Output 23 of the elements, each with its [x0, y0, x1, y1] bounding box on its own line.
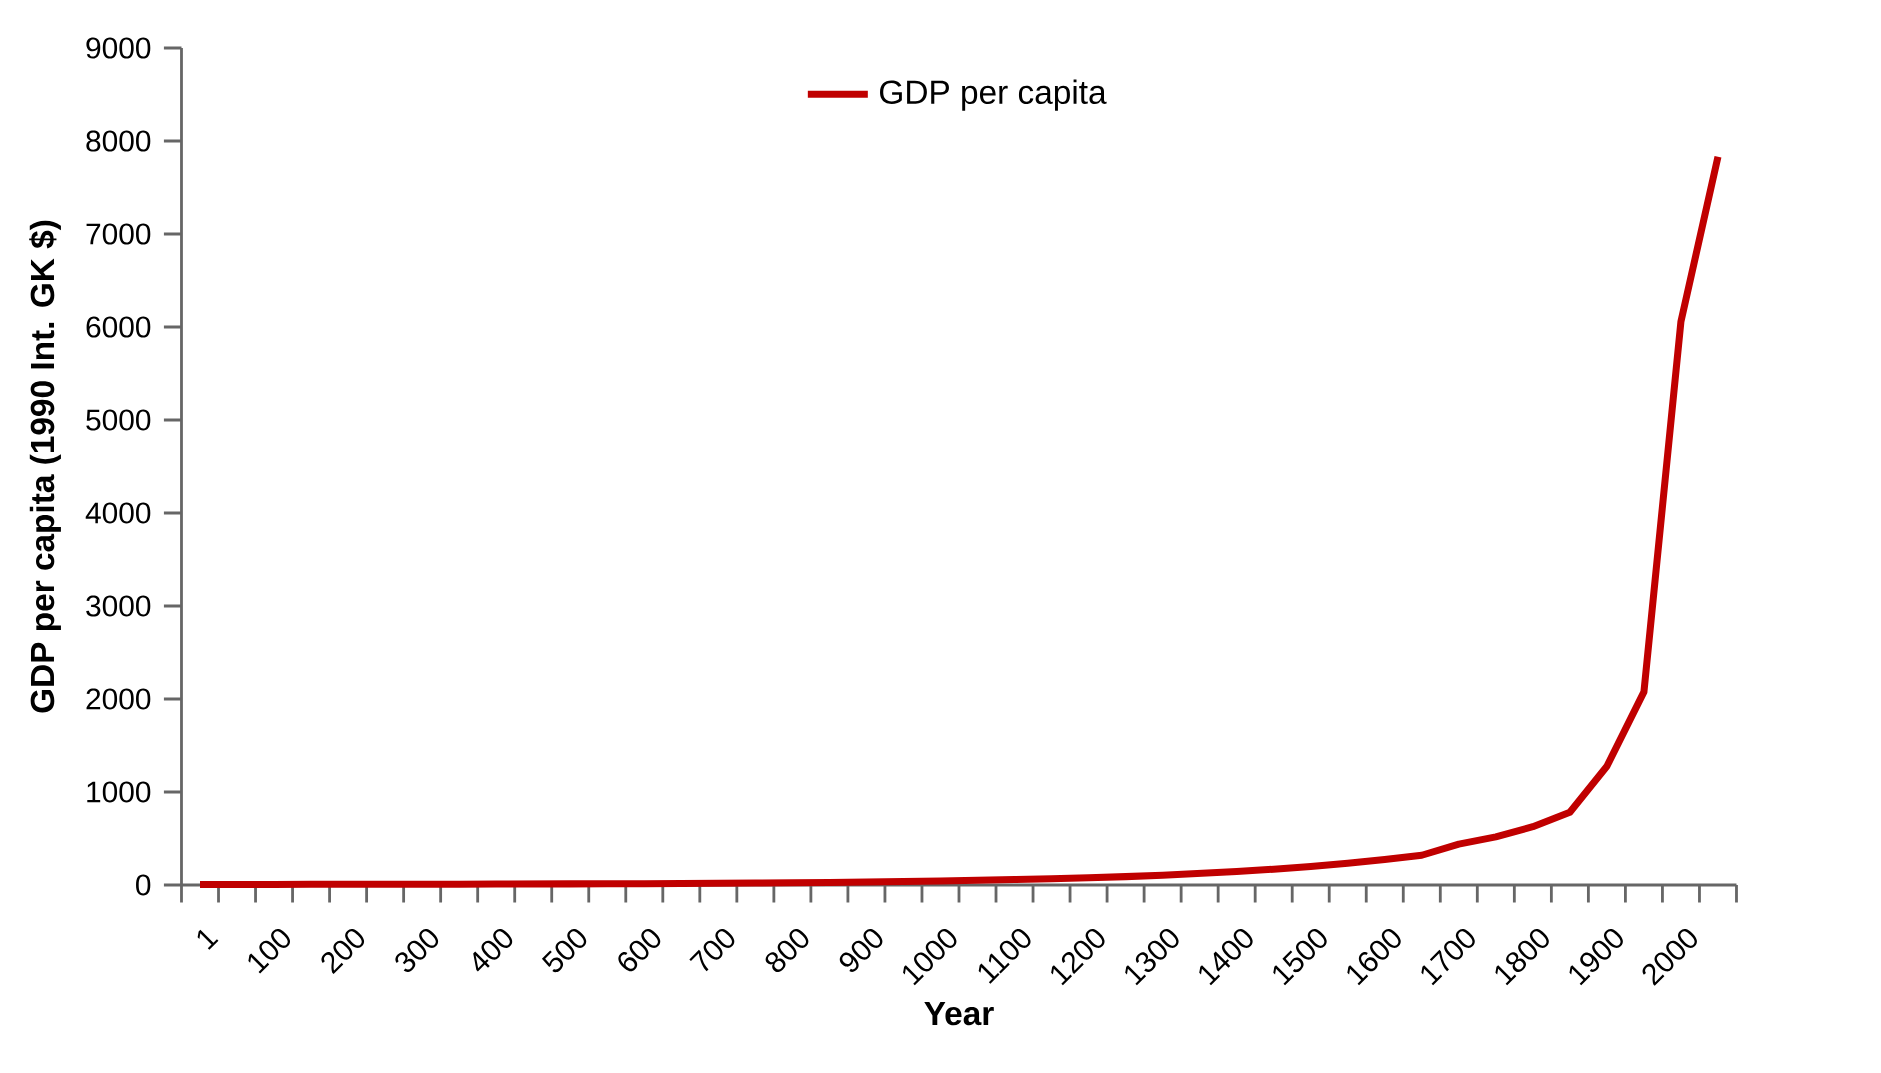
- y-tick-label: 9000: [86, 37, 151, 59]
- x-tick-label: 200: [321, 928, 365, 975]
- x-tick-label: 1: [197, 929, 219, 950]
- x-tick-label: 400: [473, 928, 513, 972]
- legend-label: GDP per capita: [880, 79, 1107, 111]
- y-axis-title: GDP per capita (1990 Int. GK $): [29, 220, 61, 713]
- y-tick-label: 5000: [86, 409, 151, 431]
- x-tick-label: 700: [689, 928, 735, 972]
- x-tick-label: 500: [541, 928, 587, 973]
- y-tick-label: 1000: [87, 781, 151, 803]
- y-tick-label: 7000: [86, 223, 151, 245]
- y-tick-label: 8000: [86, 130, 151, 152]
- y-tick-label: 0: [136, 874, 151, 896]
- x-tick-label: 800: [765, 928, 809, 973]
- x-tick-label: 600: [618, 928, 661, 972]
- x-tick-label: 900: [839, 928, 883, 972]
- x-tick-label: 300: [395, 928, 439, 972]
- y-tick-label: 6000: [86, 316, 151, 338]
- x-axis-title: Year: [924, 1001, 994, 1026]
- y-tick-label: 4000: [85, 502, 151, 524]
- y-tick-label: 3000: [86, 595, 151, 617]
- x-tick-label: 100: [248, 928, 291, 974]
- y-tick-label: 2000: [86, 688, 151, 710]
